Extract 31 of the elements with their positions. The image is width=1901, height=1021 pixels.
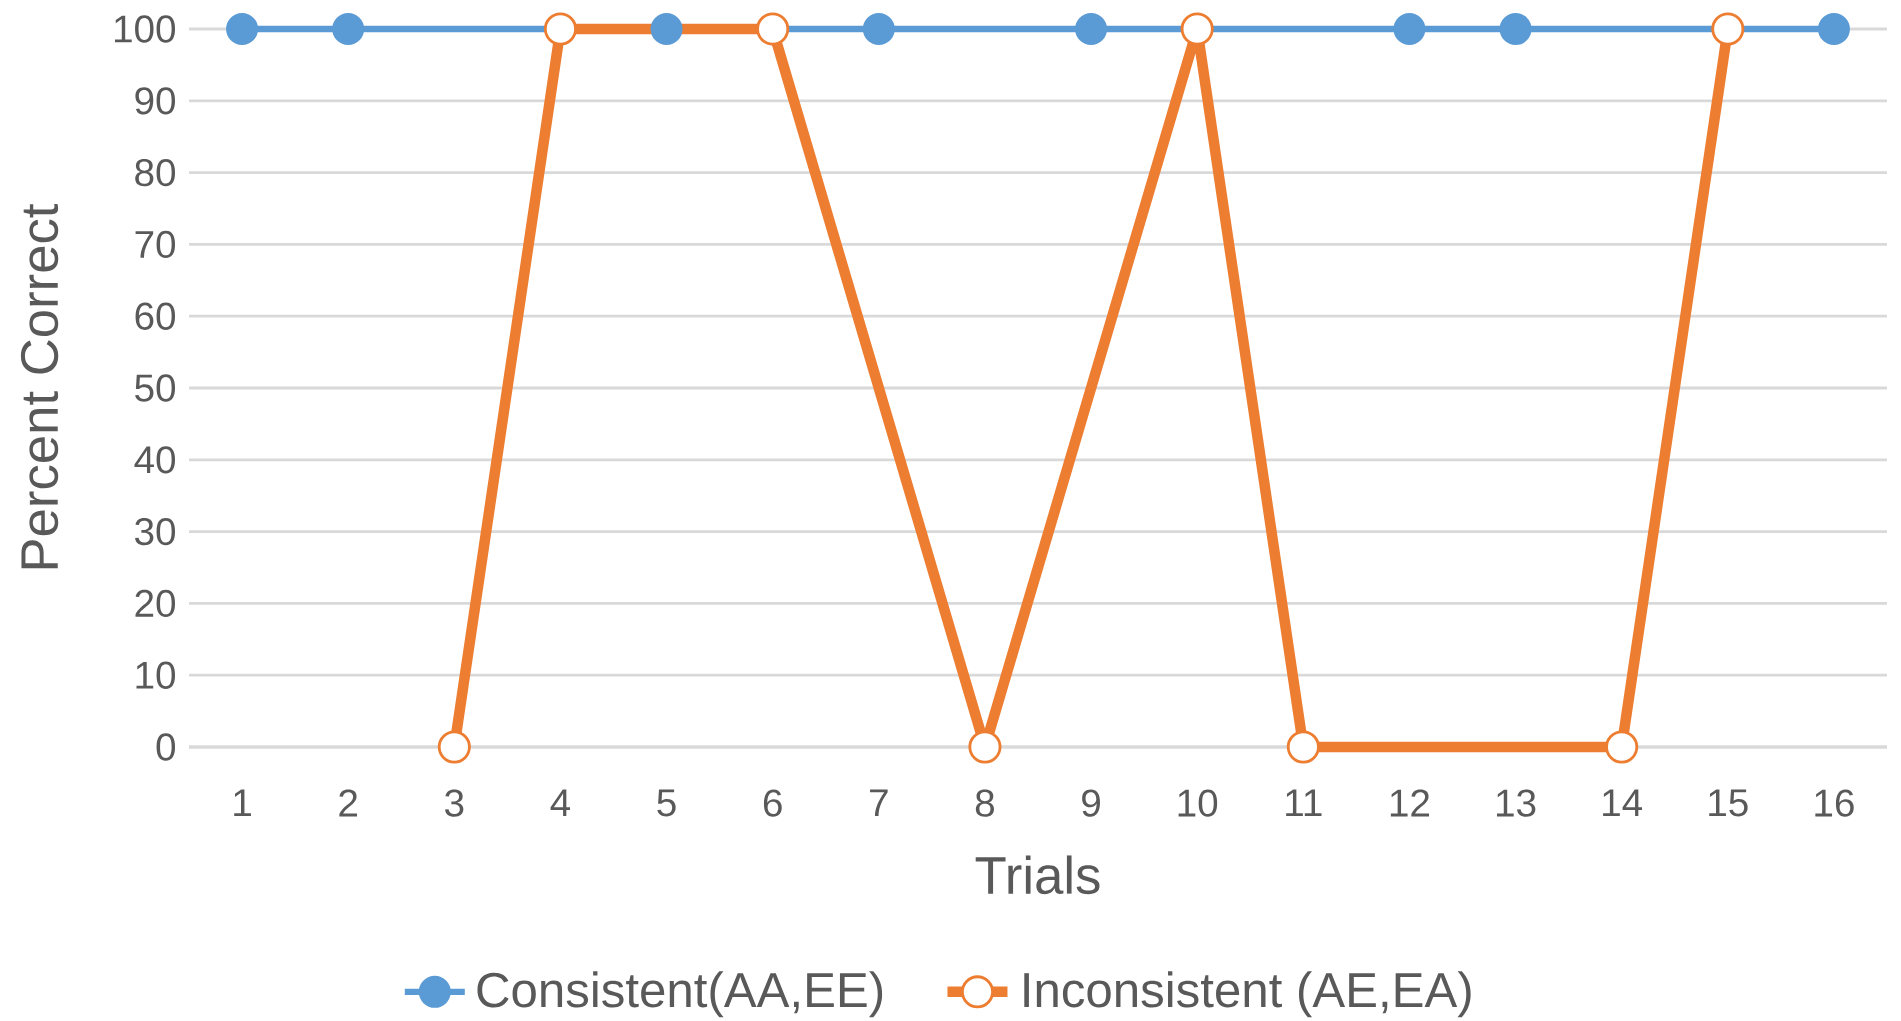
x-tick-label: 8 — [975, 789, 994, 817]
x-tick-label: 3 — [445, 789, 464, 817]
x-tick-label: 1 — [234, 789, 251, 817]
y-tick-label: 60 — [135, 302, 176, 330]
y-tick-label: 70 — [135, 230, 176, 259]
x-tick-label: 14 — [1603, 789, 1643, 817]
x-tick-label: 11 — [1286, 789, 1322, 817]
y-tick-label: 90 — [135, 87, 176, 115]
x-tick-label: 13 — [1496, 789, 1536, 817]
y-tick-label: 20 — [135, 589, 176, 618]
y-tick-label: 100 — [115, 15, 176, 43]
x-tick-label: 7 — [870, 789, 888, 817]
y-tick-label: 30 — [135, 517, 176, 546]
y-tick-label: 40 — [134, 446, 176, 474]
y-tick-label: 0 — [156, 733, 176, 761]
x-tick-label: 15 — [1709, 789, 1748, 817]
legend-label: Consistent(AA,EE) — [477, 971, 883, 1018]
y-axis-title: Percent Correct — [20, 203, 59, 569]
x-tick-label: 9 — [1082, 789, 1100, 817]
legend-label: Inconsistent (AE,EA) — [1024, 971, 1471, 1018]
x-tick-label: 2 — [339, 789, 358, 817]
x-tick-label: 5 — [657, 789, 676, 817]
y-tick-label: 50 — [135, 374, 176, 402]
x-axis-title: Trials — [975, 855, 1100, 895]
y-tick-label: 10 — [136, 661, 176, 689]
x-tick-label: 4 — [550, 789, 571, 817]
y-tick-label: 80 — [135, 158, 176, 187]
x-tick-label: 6 — [763, 789, 782, 817]
x-tick-label: 16 — [1815, 789, 1854, 817]
x-tick-label: 10 — [1178, 789, 1218, 817]
x-tick-label: 12 — [1390, 789, 1429, 817]
